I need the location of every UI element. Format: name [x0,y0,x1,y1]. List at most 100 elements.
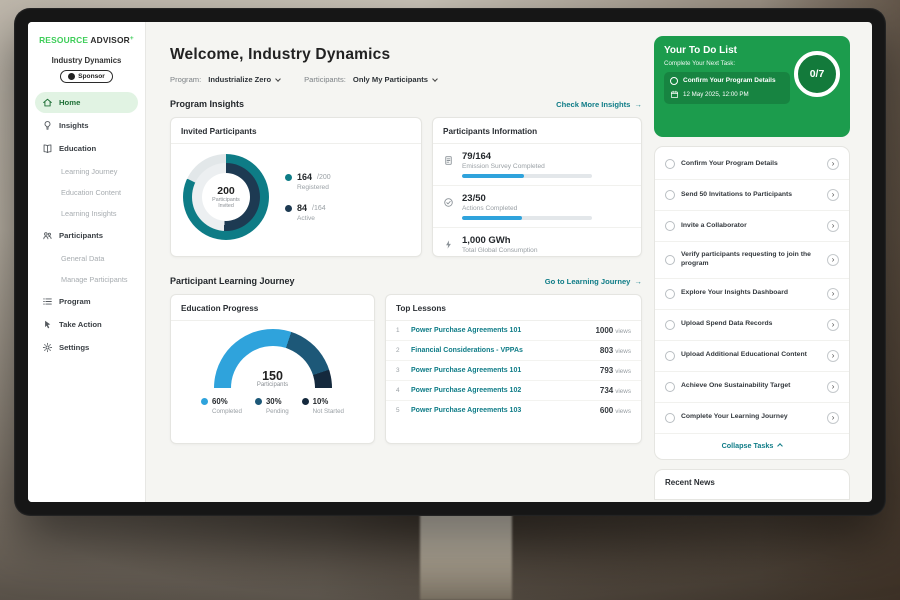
chevron-right-icon[interactable]: › [827,253,839,266]
sponsor-badge[interactable]: Sponsor [60,70,113,83]
sidebar-item-insights[interactable]: Insights [35,115,138,136]
task-row[interactable]: Explore Your Insights Dashboard › [655,279,849,310]
checkbox-icon[interactable] [665,381,675,392]
chevron-right-icon[interactable]: › [827,158,839,170]
participants-filter-label: Participants: [304,75,346,84]
top-lessons-title: Top Lessons [386,295,641,321]
check-more-insights-link[interactable]: Check More Insights → [556,100,642,109]
task-row[interactable]: Verify participants requesting to join t… [655,242,849,279]
sidebar-item-label: Program [59,297,91,306]
todo-next-task: Confirm Your Program Details 12 May 2025… [664,72,790,104]
education-gauge-center: 150 Participants [214,369,332,388]
recent-news-card[interactable]: Recent News [654,468,850,500]
task-label: Upload Spend Data Records [681,320,773,328]
sidebar-item-education-content[interactable]: Education Content [35,182,138,202]
legend-active: 84 /164 Active [285,203,331,222]
checkbox-icon[interactable] [665,412,675,423]
invited-participants-card: Invited Participants 200 Participants In… [170,117,422,257]
chevron-right-icon[interactable]: › [827,220,839,232]
chevron-right-icon[interactable]: › [827,349,839,362]
checkbox-icon[interactable] [670,77,678,85]
filter-bar: Program: Industrialize Zero Participants… [170,75,642,84]
sidebar-item-general-data[interactable]: General Data [35,248,138,268]
lesson-views: 803 views [600,346,631,355]
lesson-views: 734 views [600,386,631,395]
lesson-views-unit: views [615,328,631,335]
active-value: 84 [297,203,308,213]
sidebar-item-learning-insights[interactable]: Learning Insights [35,203,138,223]
lesson-link[interactable]: Power Purchase Agreements 101 [411,327,522,334]
participants-filter-dropdown[interactable]: Only My Participants [353,75,438,84]
sidebar: RESOURCE ADVISOR+ Industry Dynamics Spon… [28,22,146,502]
logo-text-advisor: ADVISOR [90,35,130,45]
chevron-right-icon[interactable]: › [827,380,839,393]
sidebar-item-home[interactable]: Home [35,92,138,113]
sidebar-item-manage-participants[interactable]: Manage Participants [35,269,138,289]
lesson-row: 4 Power Purchase Agreements 102 734 views [386,381,641,401]
program-filter-dropdown[interactable]: Industrialize Zero [208,75,281,84]
invited-count-label: Participants Invited [212,196,240,209]
chevron-up-icon [777,443,784,449]
lesson-views-unit: views [615,388,631,395]
emission-survey-label: Emission Survey Completed [462,163,545,170]
collapse-tasks-link[interactable]: Collapse Tasks [655,434,849,457]
sidebar-item-education[interactable]: Education [35,138,138,159]
sidebar-item-learning-journey[interactable]: Learning Journey [35,161,138,181]
go-to-learning-journey-link[interactable]: Go to Learning Journey → [545,277,642,286]
legend-completed: 60% Completed [201,397,242,415]
not-started-pct: 10% [312,397,329,406]
chevron-right-icon[interactable]: › [827,287,839,300]
registered-total: /200 [317,173,331,181]
chevron-right-icon[interactable]: › [827,411,839,424]
legend-dot [301,398,309,405]
sidebar-item-label: Education Content [61,187,122,197]
chevron-down-icon [275,75,281,82]
task-row[interactable]: Upload Spend Data Records › [655,310,849,341]
sidebar-item-settings[interactable]: Settings [35,337,138,358]
stat-actions-body: 23/50 Actions Completed [462,193,592,220]
lesson-row: 2 Financial Considerations - VPPAs 803 vi… [386,341,641,361]
education-participant-label: Participants [256,382,289,388]
task-label: Verify participants requesting to join t… [681,251,811,267]
legend-pending: 30% Pending [254,397,289,415]
monitor-bezel: RESOURCE ADVISOR+ Industry Dynamics Spon… [14,8,886,516]
checkbox-icon[interactable] [665,254,675,265]
task-row[interactable]: Achieve One Sustainability Target › [655,372,849,403]
lesson-link[interactable]: Power Purchase Agreements 102 [411,387,522,394]
task-row[interactable]: Confirm Your Program Details › [655,149,849,180]
task-label: Send 50 Invitations to Participants [681,190,793,198]
task-row[interactable]: Invite a Collaborator › [655,211,849,242]
lesson-link[interactable]: Financial Considerations - VPPAs [411,347,523,354]
task-row[interactable]: Send 50 Invitations to Participants › [655,180,849,211]
completed-label: Completed [212,408,242,415]
consumption-label: Total Global Consumption [462,247,538,254]
sidebar-item-take-action[interactable]: Take Action [35,314,138,335]
lesson-link[interactable]: Power Purchase Agreements 103 [411,407,522,414]
sidebar-item-label: Learning Insights [61,208,117,218]
chevron-right-icon[interactable]: › [827,189,839,201]
checkbox-icon[interactable] [665,159,675,169]
task-row[interactable]: Complete Your Learning Journey › [655,403,849,434]
home-icon [42,97,53,108]
sidebar-item-program[interactable]: Program [35,291,138,312]
collapse-tasks-label: Collapse Tasks [721,440,774,450]
checkbox-icon[interactable] [665,350,675,361]
checkbox-icon[interactable] [665,221,675,231]
sidebar-item-participants[interactable]: Participants [35,225,138,246]
checkbox-icon[interactable] [665,319,675,330]
participants-information-title: Participants Information [433,118,641,144]
sidebar-item-label: Learning Journey [61,166,118,176]
task-row[interactable]: Upload Additional Educational Content › [655,341,849,372]
education-progress-body: 150 Participants 60% Completed [171,321,374,415]
checkbox-icon[interactable] [665,190,675,200]
stat-actions-completed: 23/50 Actions Completed [433,186,641,228]
sidebar-item-label: Education [59,144,97,153]
arrow-right-icon: → [634,276,642,286]
chevron-right-icon[interactable]: › [827,318,839,331]
emission-survey-progress-fill [462,174,525,178]
sidebar-item-label: Take Action [59,320,102,329]
lesson-row: 1 Power Purchase Agreements 101 1000 view… [386,321,641,341]
task-label: Confirm Your Program Details [681,159,778,167]
checkbox-icon[interactable] [665,288,675,299]
lesson-link[interactable]: Power Purchase Agreements 101 [411,367,522,374]
